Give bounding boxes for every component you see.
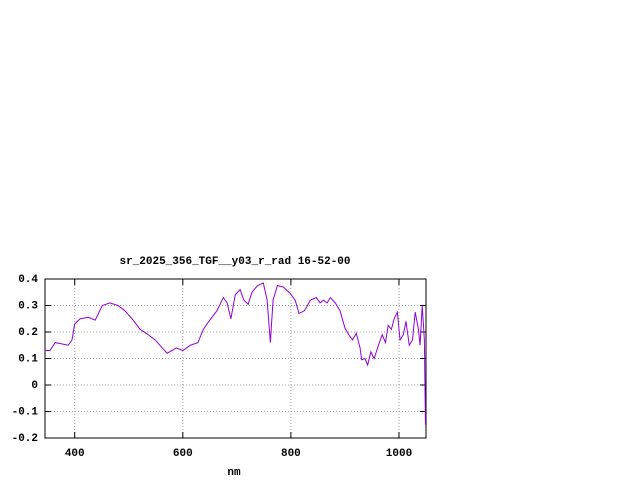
y-tick-label: 0 (31, 380, 38, 392)
y-tick-label: -0.1 (12, 406, 39, 418)
y-tick-label: 0.2 (18, 327, 38, 339)
y-tick-label: 0.4 (18, 274, 38, 286)
chart-title: sr_2025_356_TGF__y03_r_rad 16-52-00 (119, 256, 350, 268)
x-tick-label: 400 (65, 448, 85, 460)
x-tick-label: 600 (173, 448, 193, 460)
x-axis-label: nm (227, 467, 241, 479)
y-tick-label: -0.2 (12, 433, 38, 445)
y-tick-label: 0.1 (18, 353, 38, 365)
plot-border (44, 278, 427, 439)
x-tick-label: 800 (281, 448, 301, 460)
y-tick-label: 0.3 (18, 300, 38, 312)
x-tick-label: 1000 (386, 448, 412, 460)
data-line (45, 282, 426, 425)
